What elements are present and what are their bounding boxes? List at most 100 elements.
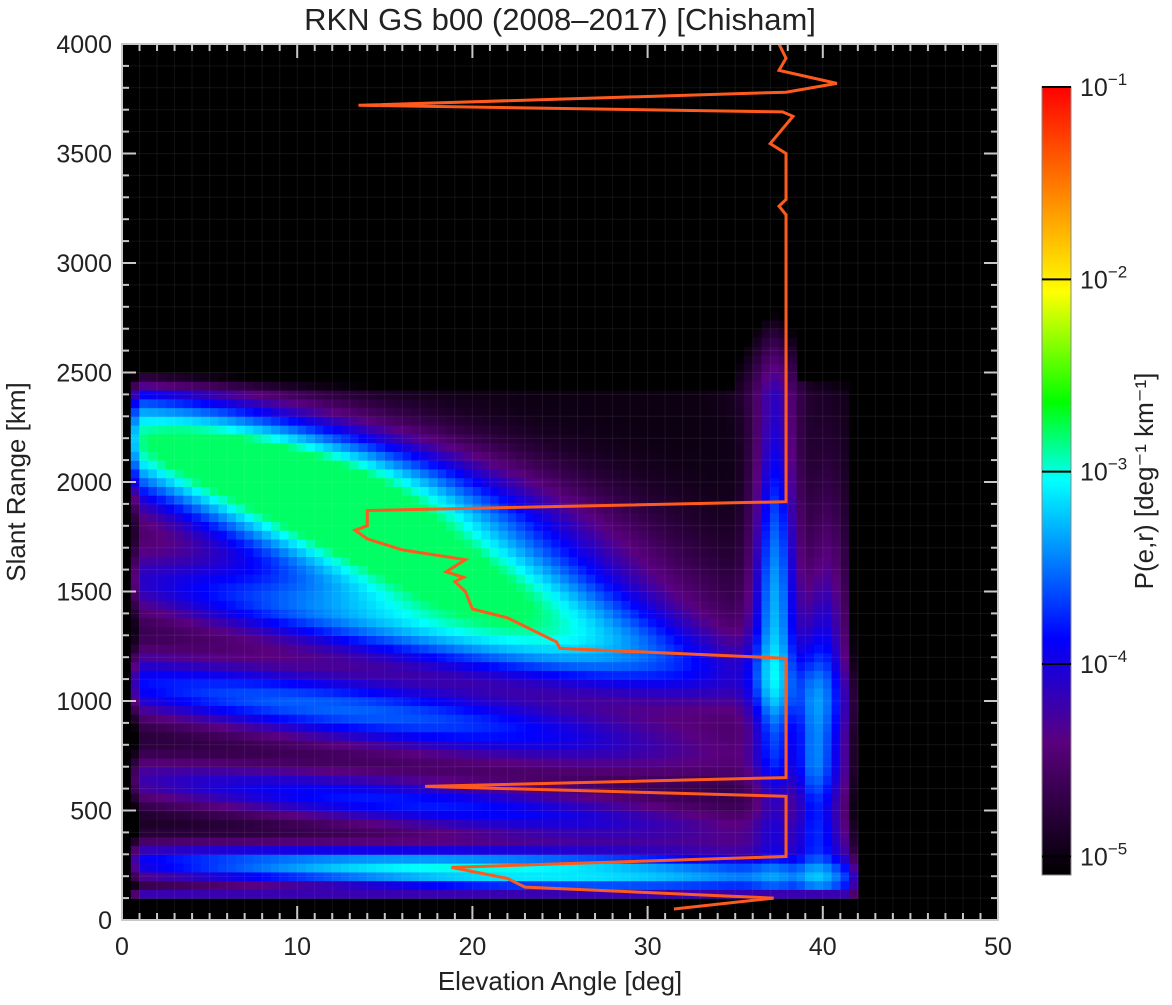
heatmap-cell [569,819,578,828]
heatmap-cell [262,451,271,460]
heatmap-cell [814,793,823,802]
heatmap-cell [770,399,779,408]
heatmap-cell [604,705,613,714]
heatmap-cell [621,425,630,434]
heatmap-cell [490,819,499,828]
heatmap-cell [183,846,192,855]
heatmap-cell [341,486,350,495]
heatmap-cell [534,548,543,557]
heatmap-cell [832,416,841,425]
heatmap-cell [595,635,604,644]
heatmap-cell [718,635,727,644]
heatmap-cell [525,460,534,469]
heatmap-cell [691,451,700,460]
heatmap-cell [569,530,578,539]
heatmap-cell [253,592,262,601]
heatmap-cell [665,443,674,452]
heatmap-cell [271,688,280,697]
heatmap-cell [726,767,735,776]
heatmap-cell [175,399,184,408]
heatmap-cell [367,767,376,776]
heatmap-cell [201,881,210,890]
heatmap-cell [394,408,403,417]
heatmap-cell [148,504,157,513]
heatmap-cell [280,837,289,846]
heatmap-cell [578,688,587,697]
heatmap-cell [280,802,289,811]
heatmap-cell [385,627,394,636]
heatmap-cell [332,460,341,469]
heatmap-cell [665,600,674,609]
heatmap-cell [578,837,587,846]
heatmap-cell [691,600,700,609]
heatmap-cell [481,802,490,811]
heatmap-cell [674,548,683,557]
heatmap-cell [210,530,219,539]
heatmap-cell [499,837,508,846]
heatmap-cell [700,592,709,601]
heatmap-cell [648,767,657,776]
heatmap-cell [227,819,236,828]
heatmap-cell [315,618,324,627]
heatmap-cell [534,705,543,714]
heatmap-cell [788,767,797,776]
heatmap-cell [376,583,385,592]
heatmap-cell [175,775,184,784]
heatmap-cell [236,443,245,452]
heatmap-cell [832,714,841,723]
heatmap-cell [297,714,306,723]
heatmap-cell [621,618,630,627]
heatmap-cell [744,451,753,460]
heatmap-cell [534,846,543,855]
heatmap-cell [639,600,648,609]
heatmap-cell [350,399,359,408]
heatmap-cell [472,846,481,855]
heatmap-cell [840,600,849,609]
heatmap-cell [359,714,368,723]
heatmap-cell [840,723,849,732]
heatmap-cell [569,451,578,460]
heatmap-cell [499,574,508,583]
heatmap-cell [227,837,236,846]
heatmap-cell [297,548,306,557]
heatmap-cell [823,767,832,776]
heatmap-cell [280,425,289,434]
heatmap-cell [753,881,762,890]
heatmap-cell [297,749,306,758]
heatmap-cell [429,723,438,732]
heatmap-cell [131,767,140,776]
heatmap-cell [218,889,227,898]
heatmap-cell [323,881,332,890]
heatmap-cell [464,767,473,776]
heatmap-cell [420,714,429,723]
heatmap-cell [455,723,464,732]
heatmap-cell [516,889,525,898]
heatmap-cell [227,513,236,522]
heatmap-cell [131,854,140,863]
heatmap-cell [788,311,797,320]
heatmap-cell [367,460,376,469]
heatmap-cell [420,469,429,478]
heatmap-cell [534,749,543,758]
heatmap-cell [157,600,166,609]
heatmap-cell [140,592,149,601]
heatmap-cell [490,495,499,504]
heatmap-cell [332,618,341,627]
heatmap-cell [367,837,376,846]
heatmap-cell [805,381,814,390]
heatmap-cell [376,513,385,522]
heatmap-cell [770,705,779,714]
heatmap-cell [788,679,797,688]
heatmap-cell [691,811,700,820]
heatmap-cell [262,443,271,452]
heatmap-cell [245,451,254,460]
heatmap-cell [551,574,560,583]
heatmap-cell [157,443,166,452]
heatmap-cell [157,618,166,627]
heatmap-cell [595,600,604,609]
heatmap-cell [385,460,394,469]
heatmap-cell [542,802,551,811]
heatmap-cell [437,592,446,601]
heatmap-cell [359,688,368,697]
heatmap-cell [166,775,175,784]
